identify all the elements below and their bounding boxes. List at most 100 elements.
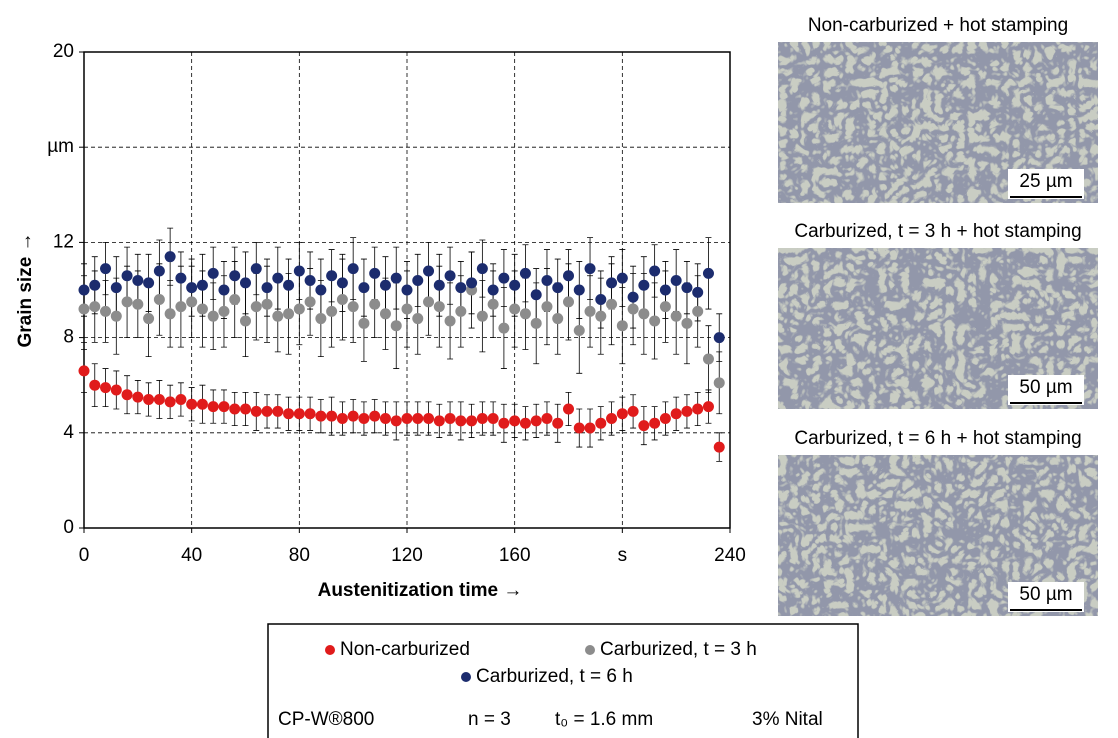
data-point: [649, 315, 661, 327]
data-point: [573, 422, 585, 434]
micrographs: Non-carburized + hot stamping 25 µm Carbur…: [778, 15, 1098, 616]
data-point: [595, 417, 607, 429]
data-point: [455, 305, 467, 317]
data-point: [132, 298, 144, 310]
legend-marker: [585, 645, 595, 655]
data-point: [649, 265, 661, 277]
data-point: [347, 263, 359, 275]
data-point: [670, 310, 682, 322]
data-point: [595, 294, 607, 306]
data-point: [164, 251, 176, 263]
x-tick-label: 0: [79, 545, 90, 566]
data-point: [175, 272, 187, 284]
scale-bar-label: 25 µm: [1019, 171, 1072, 192]
data-point: [218, 401, 230, 413]
data-point: [541, 274, 553, 286]
data-point: [444, 413, 456, 425]
scale-bar-label: 50 µm: [1019, 377, 1072, 398]
data-point: [573, 324, 585, 336]
data-point: [196, 398, 208, 410]
scale-bar-bg: [1008, 375, 1084, 405]
data-point: [110, 282, 122, 294]
data-point: [584, 305, 596, 317]
data-point: [390, 272, 402, 284]
y-tick-label: 0: [63, 517, 74, 538]
data-point: [89, 279, 101, 291]
data-point: [358, 413, 370, 425]
data-point: [702, 353, 714, 365]
data-point: [681, 405, 693, 417]
data-point: [649, 417, 661, 429]
data-point: [78, 365, 90, 377]
data-point: [412, 274, 424, 286]
micrograph-title: Carburized, t = 3 h + hot stamping: [794, 221, 1081, 242]
data-point: [293, 265, 305, 277]
data-point: [315, 313, 327, 325]
data-point: [196, 303, 208, 315]
x-tick-label: 40: [181, 545, 202, 566]
data-point: [487, 298, 499, 310]
data-point: [401, 284, 413, 296]
data-point: [412, 413, 424, 425]
data-point: [584, 422, 596, 434]
x-tick-label: 160: [499, 545, 531, 566]
data-point: [498, 417, 510, 429]
data-point: [218, 284, 230, 296]
x-tick-label: 240: [714, 545, 746, 566]
data-point: [595, 310, 607, 322]
data-point: [530, 317, 542, 329]
legend-label: Non-carburized: [340, 639, 470, 660]
x-tick-label: 120: [391, 545, 423, 566]
data-point: [272, 405, 284, 417]
data-point: [153, 393, 165, 405]
data-point: [519, 417, 531, 429]
data-point: [358, 282, 370, 294]
y-tick-label: µm: [47, 136, 74, 157]
data-point: [186, 296, 198, 308]
data-point: [530, 415, 542, 427]
data-point: [455, 415, 467, 427]
data-point: [638, 420, 650, 432]
data-point: [369, 267, 381, 279]
data-point: [423, 265, 435, 277]
data-point: [261, 298, 273, 310]
data-point: [186, 282, 198, 294]
data-point: [606, 277, 618, 289]
scale-bar-label: 50 µm: [1019, 584, 1072, 605]
data-point: [713, 332, 725, 344]
data-point: [563, 296, 574, 308]
data-point: [423, 296, 435, 308]
data-point: [541, 413, 553, 425]
data-point: [336, 294, 348, 306]
y-tick-label: 12: [53, 231, 74, 252]
data-point: [444, 270, 456, 282]
y-tick-label: 20: [53, 41, 74, 62]
data-point: [369, 410, 381, 422]
data-point: [164, 396, 176, 408]
data-point: [616, 272, 628, 284]
data-point: [315, 410, 327, 422]
data-point: [143, 393, 155, 405]
data-point: [164, 308, 176, 320]
data-point: [283, 279, 295, 291]
data-point: [433, 415, 445, 427]
data-point: [250, 301, 262, 313]
data-point: [519, 308, 531, 320]
data-point: [692, 305, 704, 317]
data-point: [541, 301, 553, 313]
data-point: [638, 308, 650, 320]
data-point: [132, 274, 144, 286]
data-point: [250, 263, 262, 275]
data-point: [143, 277, 155, 289]
data-point: [584, 263, 596, 275]
x-tick-label: 80: [289, 545, 310, 566]
data-point: [519, 267, 531, 279]
data-point: [476, 263, 488, 275]
data-point: [121, 296, 133, 308]
data-point: [110, 384, 122, 396]
data-point: [681, 282, 693, 294]
micrograph-title: Non-carburized + hot stamping: [808, 15, 1068, 36]
data-point: [390, 415, 402, 427]
data-point: [229, 294, 241, 306]
data-point: [100, 382, 112, 394]
